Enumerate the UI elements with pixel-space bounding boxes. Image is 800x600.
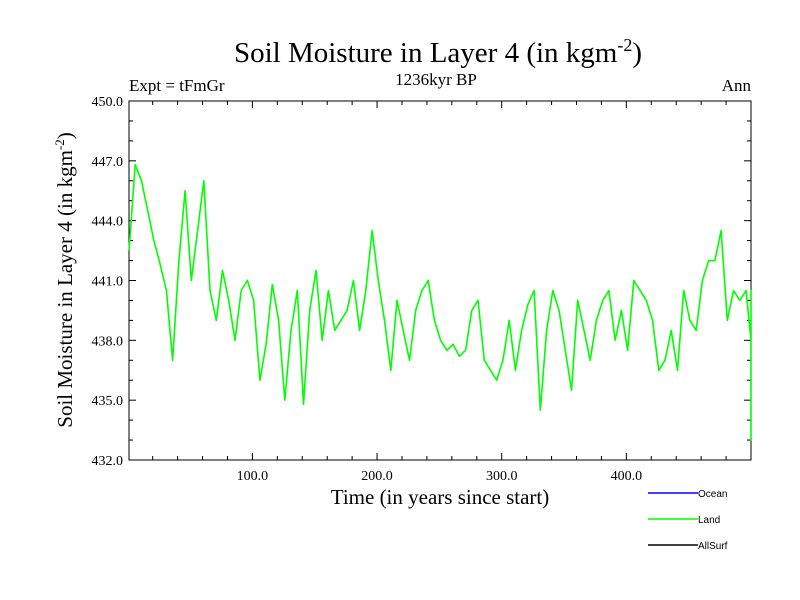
legend-label-allsurf: AllSurf xyxy=(698,541,728,552)
y-tick-label: 450.0 xyxy=(92,95,124,110)
period-label: Ann xyxy=(722,76,752,95)
x-tick-label: 200.0 xyxy=(361,469,393,484)
plot-frame xyxy=(128,100,752,461)
series-line-land xyxy=(128,164,752,441)
chart-subtitle: 1236kyr BP xyxy=(395,70,477,89)
legend-label-ocean: Ocean xyxy=(698,489,727,500)
y-tick-label: 435.0 xyxy=(92,394,124,409)
y-tick-label: 444.0 xyxy=(92,215,124,230)
y-axis-label: Soil Moisture in Layer 4 (in kgm-2) xyxy=(52,132,77,427)
experiment-label: Expt = tFmGr xyxy=(129,76,225,95)
x-tick-label: 100.0 xyxy=(237,469,269,484)
x-tick-label: 400.0 xyxy=(611,469,643,484)
x-tick-label: 300.0 xyxy=(486,469,518,484)
y-tick-label: 438.0 xyxy=(92,334,124,349)
legend-label-land: Land xyxy=(698,515,720,526)
y-axis-ticks: 432.0 435.0 438.0 441.0 444.0 447.0 450.0 xyxy=(92,95,751,469)
x-axis-ticks: 100.0 200.0 300.0 400.0 xyxy=(152,101,727,484)
legend: Ocean Land AllSurf xyxy=(648,489,728,552)
x-axis-label: Time (in years since start) xyxy=(331,485,550,509)
y-tick-label: 447.0 xyxy=(92,155,124,170)
series-layer xyxy=(128,164,752,441)
y-tick-label: 441.0 xyxy=(92,275,124,290)
y-tick-label: 432.0 xyxy=(92,454,124,469)
chart-title: Soil Moisture in Layer 4 (in kgm-2) xyxy=(234,35,642,69)
